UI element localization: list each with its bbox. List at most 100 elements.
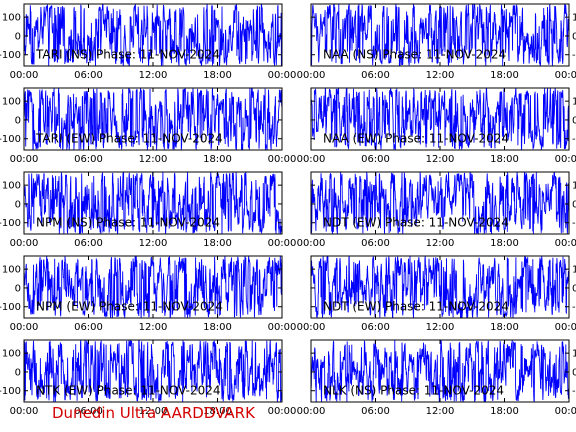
- phase-trace: [24, 340, 282, 402]
- x-tick-label: 00:00: [268, 70, 297, 81]
- x-tick-label: 00:00: [555, 154, 576, 165]
- y-tick-label: 100: [2, 181, 21, 192]
- y-tick-label: 100: [572, 265, 576, 276]
- x-tick-label: 00:00: [555, 70, 576, 81]
- y-tick-label: -100: [0, 386, 21, 397]
- y-tick-label: 0: [15, 199, 21, 210]
- x-tick-label: 12:00: [139, 406, 168, 417]
- x-tick-label: 06:00: [74, 70, 103, 81]
- phase-trace: [311, 4, 569, 66]
- y-tick-label: 100: [2, 97, 21, 108]
- panel-10: 100 0 -100 00:00 06:00 12:00 18:00 00:00 NLK (NS…: [297, 339, 576, 417]
- x-tick-label: 12:00: [139, 238, 168, 249]
- y-tick-label: 100: [572, 13, 576, 24]
- panel-4: 100 0 -100 00:00 06:00 12:00 18:00 00:00 NAA (EW…: [297, 87, 576, 165]
- x-tick-label: 12:00: [426, 154, 455, 165]
- x-tick-label: 00:00: [268, 322, 297, 333]
- x-tick-label: 00:00: [268, 406, 297, 417]
- x-tick-label: 18:00: [490, 238, 519, 249]
- y-tick-label: 0: [15, 115, 21, 126]
- x-tick-label: 12:00: [139, 70, 168, 81]
- phase-trace: [24, 88, 282, 150]
- panel-1: 100 0 -100 00:00 06:00 12:00 18:00 00:00 TARI (N…: [0, 3, 297, 81]
- x-tick-label: 00:00: [10, 238, 39, 249]
- panel-9: 100 0 -100 00:00 06:00 12:00 18:00 00:00 NTK (EW…: [0, 339, 297, 417]
- y-tick-label: 100: [2, 349, 21, 360]
- panel-5: 100 0 -100 00:00 06:00 12:00 18:00 00:00 NPM (NS…: [0, 171, 296, 249]
- y-tick-label: -100: [0, 134, 21, 145]
- x-tick-label: 12:00: [426, 322, 455, 333]
- y-tick-label: -100: [572, 50, 576, 61]
- x-tick-label: 18:00: [490, 70, 519, 81]
- y-tick-label: -100: [572, 302, 576, 313]
- x-tick-label: 00:00: [10, 322, 39, 333]
- x-tick-label: 18:00: [490, 154, 519, 165]
- x-tick-label: 00:00: [268, 154, 297, 165]
- x-tick-label: 06:00: [74, 322, 103, 333]
- phase-trace: [24, 172, 282, 234]
- panel-title: TARI (NS) Phase: 11-NOV-2024: [35, 48, 220, 62]
- x-tick-label: 00:00: [555, 238, 576, 249]
- y-tick-label: 0: [15, 367, 21, 378]
- panel-3: 100 0 -100 00:00 06:00 12:00 18:00 00:00 TARI (E…: [0, 87, 297, 165]
- x-tick-label: 00:00: [297, 322, 326, 333]
- panel-title: NTK (EW) Phase: 11-NOV-2024: [36, 384, 221, 398]
- phase-trace: [311, 340, 569, 402]
- y-tick-label: 0: [15, 283, 21, 294]
- panel-title: TARI (EW) Phase: 11-NOV-2024: [35, 132, 223, 146]
- panel-6: 100 0 -100 00:00 06:00 12:00 18:00 00:00 NDT (EW…: [297, 171, 576, 249]
- y-tick-label: -100: [572, 134, 576, 145]
- y-tick-label: -100: [572, 386, 576, 397]
- panel-title: NLK (NS) Phase: 11-NOV-2024: [323, 384, 504, 398]
- x-tick-label: 18:00: [203, 322, 232, 333]
- x-tick-label: 18:00: [203, 238, 232, 249]
- y-tick-label: 100: [2, 13, 21, 24]
- footer-title: Dunedin Ultra AARDDVARK: [52, 404, 255, 422]
- y-tick-label: 100: [572, 349, 576, 360]
- x-tick-label: 12:00: [139, 322, 168, 333]
- y-tick-label: -100: [0, 50, 21, 61]
- x-tick-label: 06:00: [361, 238, 390, 249]
- panel-title: NPM (EW) Phase: 11-NOV-2024: [36, 300, 223, 314]
- y-tick-label: 0: [572, 115, 576, 126]
- y-tick-label: -100: [572, 218, 576, 229]
- y-tick-label: 0: [572, 283, 576, 294]
- x-tick-label: 06:00: [361, 322, 390, 333]
- y-tick-label: -100: [0, 302, 21, 313]
- x-tick-label: 06:00: [74, 238, 103, 249]
- x-tick-label: 18:00: [203, 70, 232, 81]
- x-tick-label: 06:00: [361, 154, 390, 165]
- x-tick-label: 06:00: [361, 406, 390, 417]
- y-tick-label: 0: [572, 367, 576, 378]
- y-tick-label: 0: [572, 199, 576, 210]
- x-tick-label: 00:00: [10, 70, 39, 81]
- x-tick-label: 00:00: [297, 406, 326, 417]
- panel-2: 100 0 -100 00:00 06:00 12:00 18:00 00:00 NAA (NS…: [297, 3, 576, 81]
- x-tick-label: 00:00: [10, 406, 39, 417]
- x-tick-label: 06:00: [74, 154, 103, 165]
- phase-trace: [24, 4, 282, 66]
- x-tick-label: 18:00: [203, 406, 232, 417]
- panel-title: NAA (NS) Phase: 11-NOV-2024: [323, 48, 506, 62]
- x-tick-label: 12:00: [426, 238, 455, 249]
- panel-8: 100 0 -100 00:00 06:00 12:00 18:00 00:00 NDT (EW…: [297, 255, 576, 333]
- y-tick-label: 0: [572, 31, 576, 42]
- panel-title: NDT (EW) Phase: 11-NOV-2024: [323, 300, 509, 314]
- y-tick-label: -100: [0, 218, 21, 229]
- y-tick-label: 100: [2, 265, 21, 276]
- panel-title: NAA (EW) Phase: 11-NOV-2024: [323, 132, 509, 146]
- x-tick-label: 12:00: [139, 154, 168, 165]
- x-tick-label: 12:00: [426, 406, 455, 417]
- x-tick-label: 12:00: [426, 70, 455, 81]
- panel-title: NPM (NS) Phase: 11-NOV-2024: [36, 216, 220, 230]
- x-tick-label: 18:00: [203, 154, 232, 165]
- x-tick-label: 00:00: [297, 70, 326, 81]
- x-tick-label: 06:00: [361, 70, 390, 81]
- x-tick-label: 18:00: [490, 406, 519, 417]
- phase-trace: [311, 88, 569, 150]
- y-tick-label: 100: [572, 181, 576, 192]
- phase-trace: [311, 172, 569, 234]
- x-tick-label: 18:00: [490, 322, 519, 333]
- x-tick-label: 00:00: [297, 238, 326, 249]
